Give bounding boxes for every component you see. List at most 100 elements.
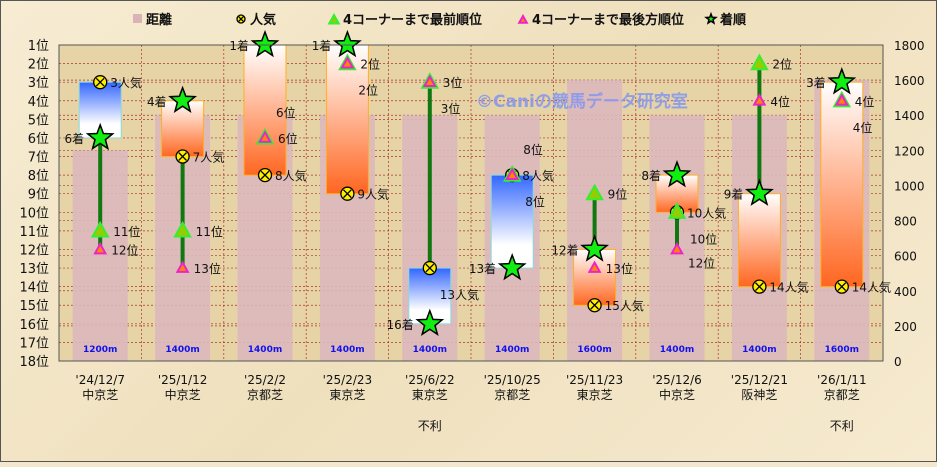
finish-label: 1着 [312,38,332,53]
note-label: 不利 [830,419,854,433]
x-date-label: '25/6/22 [405,373,455,387]
front-position-marker [90,220,110,238]
popularity-marker-cross [755,282,764,292]
back-position-label: 3位 [441,101,461,116]
front-position-marker [173,220,192,238]
back-position-label: 4位 [853,120,873,135]
finish-marker [827,67,857,95]
finish-marker [662,159,692,188]
left-axis-tick: 6位 [28,132,49,147]
right-axis-tick: 200 [894,320,917,334]
popularity-marker-cross [425,263,435,273]
finish-marker [250,29,280,58]
front-position-label: 4位 [855,94,875,109]
back-position-marker [834,93,849,106]
back-position-marker [258,130,272,143]
back-position-label: 8位 [523,142,543,157]
distance-label: 1600m [577,345,611,355]
front-position-label: 2位 [360,57,380,72]
popularity-label: 3人気 [110,75,142,90]
right-axis-tick: 600 [894,250,917,264]
watermark: ©Caniの競馬データ研究室 [476,91,688,112]
finish-label: 13着 [469,261,496,276]
finish-label: 9着 [724,187,744,202]
x-date-label: '25/10/25 [484,373,541,387]
x-course-label: 東京芝 [412,387,448,402]
legend-label: 4コーナーまで最後方順位 [532,12,684,28]
x-date-label: '25/12/21 [731,373,788,387]
front-position-label: 11位 [196,224,223,239]
right-axis-tick: 800 [894,215,917,229]
x-course-label: 中京芝 [82,387,118,402]
distance-label: 1400m [248,345,282,355]
front-position-label: 6位 [278,131,298,146]
popularity-label: 7人気 [193,150,225,165]
distance-label: 1400m [660,345,694,355]
popularity-label: 9人気 [357,187,389,202]
legend-front-swatch [327,12,341,25]
finish-marker [580,234,610,262]
x-date-label: '25/11/23 [566,373,623,387]
finish-label: 6着 [65,131,85,146]
distance-label: 1600m [825,345,859,355]
right-axis-tick: 400 [894,285,917,299]
front-position-label: 8位 [525,194,545,209]
distance-label: 1400m [413,345,447,355]
x-course-label: 京都芝 [824,387,860,402]
front-position-marker [667,202,687,219]
legend-label: 人気 [250,12,276,28]
front-position-label: 3位 [443,75,463,90]
front-position-label: 2位 [772,57,792,72]
back-position-label: 12位 [111,242,138,257]
x-course-label: 阪神芝 [741,387,777,402]
popularity-marker-cross [178,152,187,161]
finish-marker [332,29,362,58]
left-axis-tick: 14位 [19,281,49,296]
left-axis-tick: 1位 [28,39,49,54]
left-axis-tick: 3位 [28,76,49,91]
finish-marker [415,308,445,337]
left-axis-tick: 18位 [19,355,49,370]
x-course-label: 京都芝 [494,387,530,402]
back-position-label: 6位 [276,105,296,120]
back-position-label: 4位 [770,94,790,109]
finish-label: 4着 [147,94,167,109]
legend-popularity-swatch-cross [238,16,244,22]
rank-range-box [161,100,205,158]
right-axis-tick: 1800 [894,39,925,53]
popularity-marker-cross [837,282,847,292]
x-date-label: '24/12/7 [75,373,125,387]
finish-marker [85,122,115,151]
x-course-label: 東京芝 [577,387,613,402]
back-position-marker [505,167,520,180]
left-axis-tick: 9位 [28,188,49,203]
legend-label: 距離 [146,12,172,28]
right-axis-tick: 0 [894,355,902,369]
left-axis-tick: 17位 [19,336,49,351]
finish-label: 16着 [387,317,414,332]
back-position-marker [93,241,108,255]
rank-range-box [737,193,781,288]
back-position-marker [340,56,355,69]
legend-back-swatch [517,13,529,24]
left-axis-tick: 16位 [19,318,49,333]
back-position-label: 13位 [194,261,221,276]
finish-marker [168,85,198,114]
finish-marker [744,178,774,206]
left-axis-tick: 2位 [28,58,49,73]
distance-label: 1400m [742,345,776,355]
x-course-label: 東京芝 [329,387,365,402]
back-position-marker [670,241,684,255]
x-date-label: '25/12/6 [652,373,702,387]
left-axis-tick: 7位 [28,151,49,166]
back-position-marker [422,74,437,88]
right-axis-tick: 1200 [894,144,925,158]
right-axis-tick: 1400 [894,109,925,123]
plot-border [58,44,884,362]
rank-range-box [820,81,864,288]
back-position-label: 12位 [688,255,715,270]
rank-range-box [573,248,617,306]
legend-label: 4コーナーまで最前順位 [343,12,482,28]
